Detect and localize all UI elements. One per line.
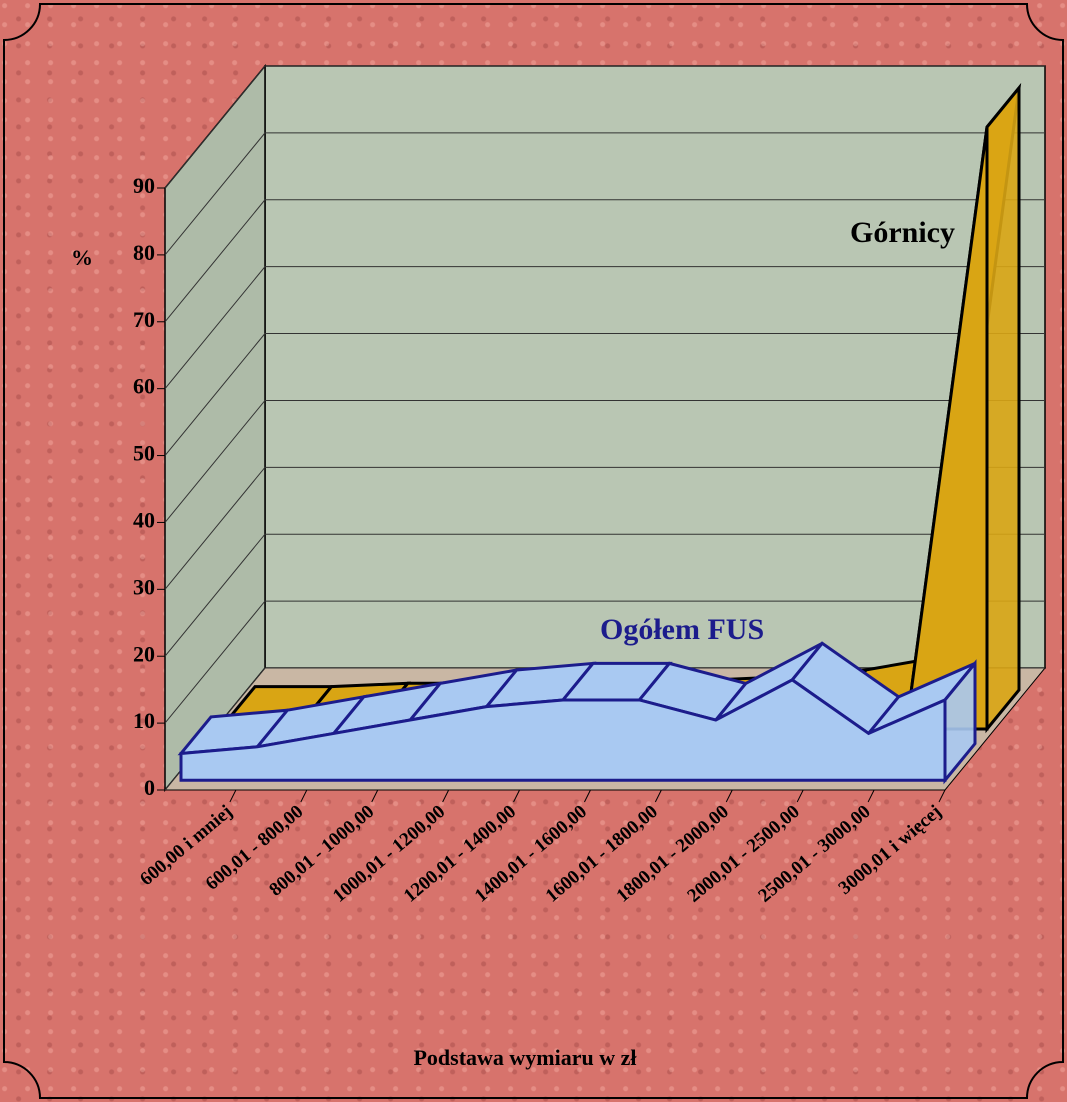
grid-line — [164, 600, 1045, 724]
x-tick — [796, 789, 804, 803]
grid-line — [164, 399, 1045, 523]
grid-line — [164, 533, 1045, 657]
grid-line — [164, 333, 1045, 456]
y-tick-label: 10 — [133, 708, 155, 733]
x-tick — [584, 789, 591, 803]
grid-line — [164, 65, 1045, 189]
frame — [3, 3, 1064, 1099]
grid-line — [164, 266, 1045, 389]
y-tick-label: 70 — [133, 307, 155, 332]
grid-line — [164, 132, 1045, 256]
grid-line — [164, 466, 1045, 590]
x-tick — [867, 789, 875, 803]
y-tick-label: 20 — [133, 641, 155, 666]
x-tick — [371, 789, 379, 803]
y-tick-label: 90 — [133, 173, 155, 198]
y-tick-label: 30 — [133, 574, 155, 599]
series-label: Górnicy — [850, 216, 955, 249]
x-tick — [300, 789, 308, 803]
x-axis-label: Podstawa wymiaru w zł — [413, 1045, 636, 1070]
series-label: Ogółem FUS — [600, 613, 764, 646]
y-tick-label: 50 — [133, 441, 155, 466]
x-tick — [725, 789, 733, 803]
side-wall — [164, 63, 266, 793]
x-tick — [229, 789, 237, 803]
x-tick — [654, 789, 662, 803]
grid-line — [164, 199, 1045, 323]
y-tick-label: 60 — [133, 374, 155, 399]
x-tick — [442, 789, 450, 803]
y-tick-label: 40 — [133, 507, 155, 532]
x-tick — [513, 789, 520, 803]
y-tick-label: 80 — [133, 240, 155, 265]
y-tick-label: 0 — [144, 775, 155, 800]
ribbon-front — [179, 678, 947, 782]
x-tick — [938, 789, 946, 803]
y-axis-label: % — [71, 245, 93, 270]
ribbon-end — [985, 83, 1021, 734]
